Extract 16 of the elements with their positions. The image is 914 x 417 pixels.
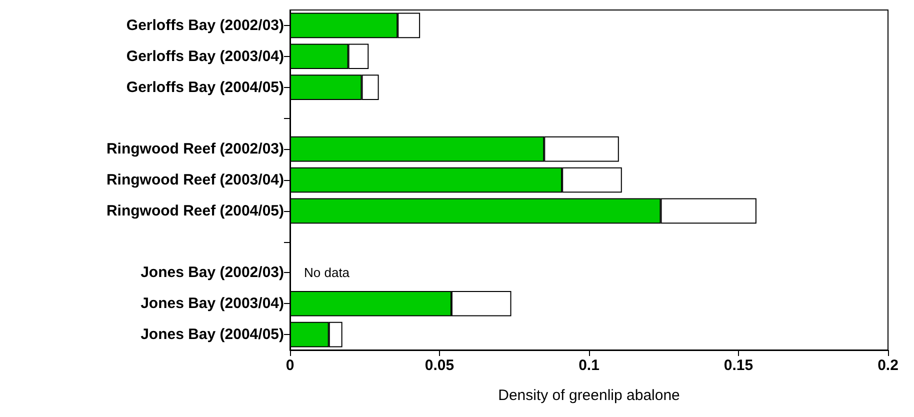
x-tick-label: 0.05 <box>424 357 454 374</box>
y-tick-label: Gerloffs Bay (2004/05) <box>126 78 284 96</box>
y-tick-label: Ringwood Reef (2004/05) <box>106 202 284 220</box>
x-tick-label: 0 <box>286 357 294 374</box>
y-tick-label: Jones Bay (2002/03) <box>140 264 284 282</box>
y-tick-label: Gerloffs Bay (2003/04) <box>126 48 284 65</box>
y-tick-label: Ringwood Reef (2003/04) <box>106 172 284 188</box>
y-tick-label: Jones Bay (2004/05) <box>140 326 284 344</box>
y-tick-label: Gerloffs Bay (2002/03) <box>126 16 284 34</box>
y-tick-label: Ringwood Reef (2002/03) <box>106 140 284 158</box>
x-tick-label: 0.2 <box>878 357 898 374</box>
x-tick-label: 0.15 <box>724 357 754 374</box>
x-tick-label: 0.1 <box>578 357 600 374</box>
x-axis-title: Density of greenlip abalone <box>498 387 680 404</box>
annotation: No data <box>304 265 350 280</box>
y-tick-label: Jones Bay (2003/04) <box>140 295 284 312</box>
